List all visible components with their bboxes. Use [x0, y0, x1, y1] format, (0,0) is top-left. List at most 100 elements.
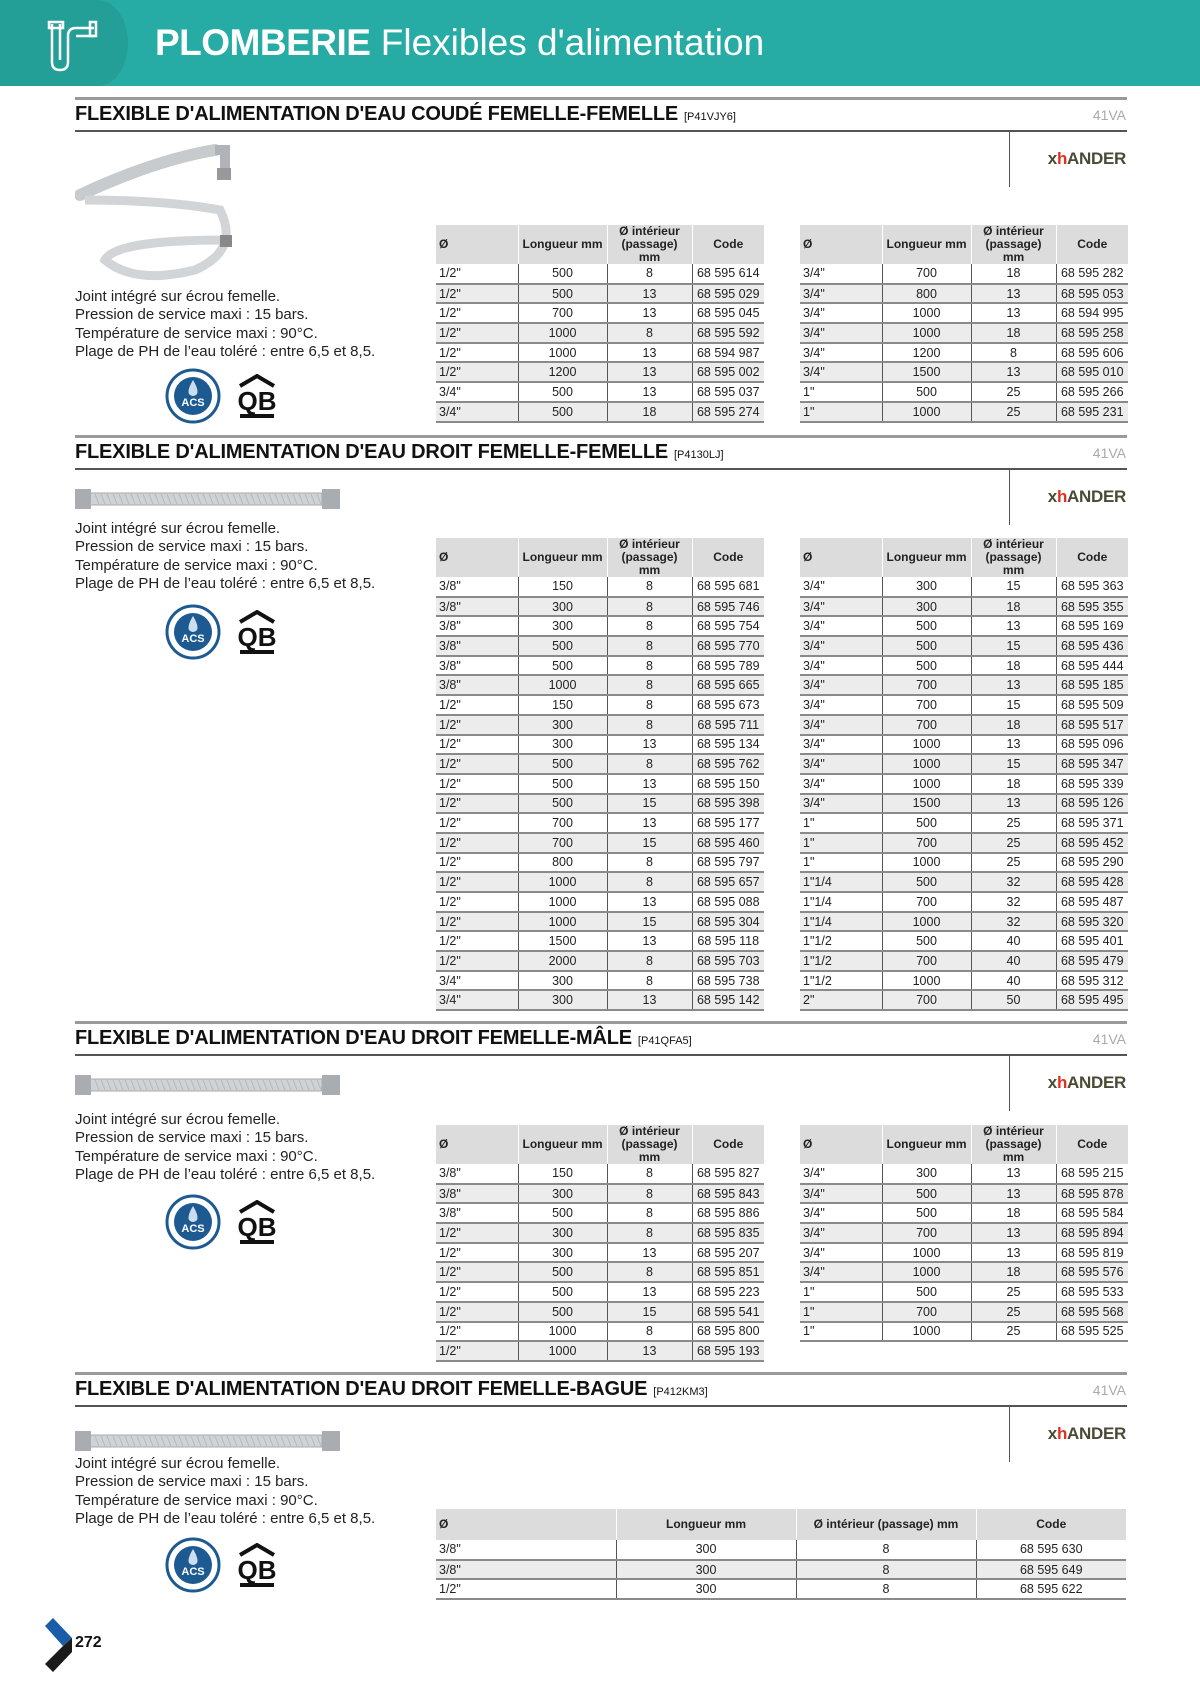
- table-row: 1" 1000 25 68 595 231: [800, 401, 1128, 423]
- table-row: 3/8" 300 8 68 595 746: [436, 596, 764, 618]
- table-cell: 3/4": [800, 773, 882, 795]
- table-cell: 18: [970, 714, 1056, 736]
- table-cell: 13: [970, 1242, 1056, 1264]
- qb-certification-icon: QB: [238, 374, 277, 418]
- table-cell: 300: [517, 1242, 607, 1264]
- acs-certification-icon: ACS: [165, 1194, 221, 1250]
- table-cell: 68 595 207: [691, 1242, 764, 1264]
- table-row: 1/2" 1000 13 68 594 987: [436, 342, 764, 364]
- table-cell: 68 595 029: [691, 283, 764, 305]
- table-cell: 1000: [881, 734, 971, 756]
- table-row: 1"1/2 700 40 68 595 479: [800, 951, 1128, 972]
- table-cell: 68 595 401: [1055, 931, 1128, 953]
- table-row: 3/4" 700 13 68 595 894: [800, 1223, 1128, 1244]
- table-cell: 68 595 010: [1055, 362, 1128, 384]
- table-row: 3/4" 500 15 68 595 436: [800, 636, 1128, 657]
- table-cell: 3/8": [436, 655, 518, 677]
- table-cell: 3/4": [800, 1203, 882, 1225]
- table-cell: 3/8": [436, 616, 518, 638]
- table-cell: 18: [970, 264, 1056, 285]
- table-cell: 3/4": [800, 323, 882, 344]
- table-cell: 68 595 525: [1055, 1321, 1128, 1343]
- table-cell: 8: [606, 655, 692, 677]
- table-cell: 1000: [881, 303, 971, 325]
- table-cell: 150: [517, 577, 607, 598]
- table-cell: 1": [800, 382, 882, 403]
- table-cell: 68 595 312: [1055, 970, 1128, 992]
- table-cell: 1": [800, 832, 882, 854]
- table-cell: 68 595 274: [691, 401, 764, 423]
- table-row: 2" 700 50 68 595 495: [800, 990, 1128, 1012]
- table-cell: 1/2": [436, 714, 518, 736]
- table-row: 3/8" 300 8 68 595 843: [436, 1183, 764, 1205]
- table-row: 1/2" 300 8 68 595 835: [436, 1223, 764, 1244]
- table-cell: 700: [881, 714, 971, 736]
- table-row: 1/2" 2000 8 68 595 703: [436, 951, 764, 972]
- table-row: 3/4" 1200 8 68 595 606: [800, 342, 1128, 364]
- table-cell: 500: [517, 1203, 607, 1225]
- certification-logos: ACS QB: [165, 368, 285, 424]
- table-cell: 8: [606, 577, 692, 598]
- table-cell: 1": [800, 1282, 882, 1303]
- column-header: Ø intérieur (passage) mm: [606, 538, 692, 577]
- table-cell: 1"1/2: [800, 951, 882, 972]
- page-number: 272: [75, 1634, 102, 1651]
- table-cell: 8: [606, 1321, 692, 1343]
- acs-certification-icon: ACS: [165, 604, 221, 660]
- table-header-row: Ø Longueur mm Ø intérieur (passage) mm Code: [800, 538, 1128, 577]
- product-image: [75, 1428, 340, 1459]
- table-row: 3/8" 300 8 68 595 754: [436, 616, 764, 638]
- product-description: Joint intégré sur écrou femelle. Pression…: [75, 288, 375, 361]
- table-cell: 68 595 622: [975, 1579, 1126, 1601]
- table-cell: 68 595 533: [1055, 1282, 1128, 1303]
- table-cell: 15: [606, 832, 692, 854]
- description-line: Température de service maxi : 90°C.: [75, 324, 318, 342]
- table-row: 1" 500 25 68 595 533: [800, 1282, 1128, 1303]
- table-row: 1/2" 1200 13 68 595 002: [436, 362, 764, 384]
- table-cell: 68 595 193: [691, 1341, 764, 1362]
- table-row: 3/4" 300 13 68 595 215: [800, 1164, 1128, 1185]
- table-row: 3/8" 150 8 68 595 681: [436, 577, 764, 598]
- table-cell: 13: [606, 1341, 692, 1362]
- table-cell: 3/4": [800, 1164, 882, 1185]
- table-cell: 68 595 177: [691, 813, 764, 834]
- column-header: Ø intérieur (passage) mm: [606, 1125, 692, 1164]
- table-cell: 3/4": [436, 970, 518, 992]
- table-cell: 1/2": [436, 1242, 518, 1264]
- table-cell: 3/4": [800, 1242, 882, 1264]
- table-cell: 300: [517, 714, 607, 736]
- table-cell: 25: [970, 832, 1056, 854]
- section-title: FLEXIBLE D'ALIMENTATION D'EAU DROIT FEME…: [75, 1027, 692, 1050]
- table-cell: 68 595 878: [1055, 1183, 1128, 1205]
- description-line: Pression de service maxi : 15 bars.: [75, 1473, 309, 1491]
- table-cell: 13: [970, 283, 1056, 305]
- svg-text:QB: QB: [238, 622, 277, 652]
- table-cell: 1000: [881, 1242, 971, 1264]
- description-line: Plage de PH de l’eau toléré : entre 6,5 …: [75, 1165, 376, 1183]
- table-cell: 50: [970, 990, 1056, 1012]
- table-cell: 500: [881, 636, 971, 657]
- table-cell: 13: [970, 303, 1056, 325]
- svg-text:ACS: ACS: [181, 1566, 204, 1578]
- table-cell: 8: [606, 675, 692, 697]
- table-cell: 68 595 797: [691, 852, 764, 874]
- table-cell: 500: [517, 793, 607, 815]
- description-line: Plage de PH de l’eau toléré : entre 6,5 …: [75, 342, 376, 360]
- table-header-row: Ø Longueur mm Ø intérieur (passage) mm Code: [436, 1125, 764, 1164]
- table-row: 3/4" 300 8 68 595 738: [436, 970, 764, 992]
- table-row: 1/2" 300 8 68 595 711: [436, 714, 764, 736]
- table-cell: 68 595 665: [691, 675, 764, 697]
- column-header: Ø: [800, 1125, 882, 1164]
- table-cell: 700: [881, 1301, 971, 1323]
- table-row: 3/8" 500 8 68 595 789: [436, 655, 764, 677]
- table-cell: 68 595 754: [691, 616, 764, 638]
- table-cell: 1/2": [436, 1223, 518, 1244]
- table-cell: 1": [800, 1301, 882, 1323]
- svg-text:QB: QB: [238, 386, 277, 416]
- table-row: 3/8" 300 8 68 595 630: [436, 1540, 1126, 1561]
- table-cell: 1000: [517, 892, 607, 913]
- table-cell: 13: [970, 362, 1056, 384]
- table-row: 1/2" 1000 15 68 595 304: [436, 911, 764, 933]
- table-cell: 1/2": [436, 264, 518, 285]
- table-cell: 68 595 770: [691, 636, 764, 657]
